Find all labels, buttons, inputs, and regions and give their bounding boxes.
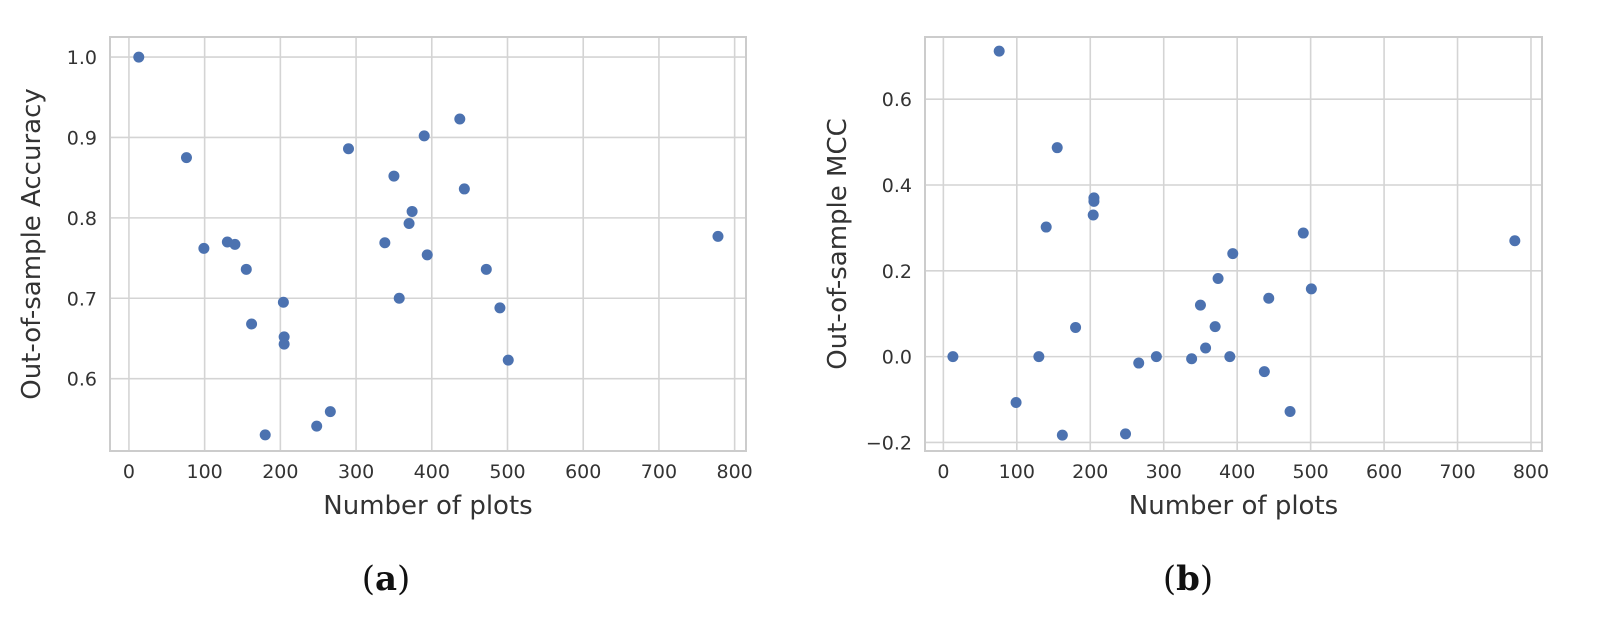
scatter-point <box>240 263 252 275</box>
scatter-point <box>180 152 192 164</box>
panel-caption-letter-a: a <box>375 559 397 599</box>
x-tick-label: 0 <box>937 461 949 483</box>
scatter-point <box>198 242 210 254</box>
x-tick-label: 400 <box>1219 461 1255 483</box>
x-tick-label: 300 <box>338 461 374 483</box>
scatter-point <box>1150 351 1162 363</box>
y-tick-label: 0.8 <box>67 208 97 230</box>
y-tick-labels-a: 0.6 0.7 0.8 0.9 1.0 <box>67 47 97 391</box>
y-tick-label: 0.7 <box>67 288 97 310</box>
x-tick-label: 400 <box>414 461 450 483</box>
scatter-point <box>406 205 418 217</box>
scatter-point <box>418 130 430 142</box>
scatter-point <box>947 351 959 363</box>
scatter-point <box>1120 428 1132 440</box>
scatter-point <box>278 338 290 350</box>
grid-b <box>925 37 1542 451</box>
scatter-point <box>277 296 289 308</box>
x-tick-label: 0 <box>123 461 135 483</box>
y-axis-title-a: Out-of-sample Accuracy <box>17 88 47 400</box>
panel-caption-letter-b: b <box>1176 559 1200 599</box>
scatter-point <box>458 183 470 195</box>
scatter-point <box>480 263 492 275</box>
scatter-point <box>324 406 336 418</box>
scatter-point <box>421 249 433 261</box>
scatter-point <box>133 51 145 63</box>
scatter-point <box>1133 357 1145 369</box>
scatter-point <box>1209 321 1221 333</box>
x-tick-label: 700 <box>1439 461 1475 483</box>
scatter-points-a <box>133 51 724 441</box>
y-tick-label: 0.6 <box>67 369 97 391</box>
x-tick-label: 500 <box>1292 461 1328 483</box>
scatter-point <box>1040 221 1052 233</box>
x-tick-label: 200 <box>1072 461 1108 483</box>
x-tick-label: 100 <box>187 461 223 483</box>
scatter-point <box>502 354 514 366</box>
panel-b: 0 100 200 300 400 500 600 700 800 −0.2 0.0 0.2 0.4 0… <box>823 36 1549 599</box>
plot-frame-a <box>109 36 747 452</box>
scatter-point <box>1010 397 1022 409</box>
x-tick-label: 600 <box>1366 461 1402 483</box>
y-tick-label: 0.2 <box>882 261 912 283</box>
scatter-point <box>388 170 400 182</box>
x-tick-label: 600 <box>565 461 601 483</box>
scatter-point <box>1305 283 1317 295</box>
scatter-point <box>1263 292 1275 304</box>
scatter-point <box>454 113 466 125</box>
scatter-point <box>1051 142 1063 154</box>
scatter-points-b <box>947 45 1521 441</box>
y-axis-title-b: Out-of-sample MCC <box>823 118 853 370</box>
panel-a: 0 100 200 300 400 500 600 700 800 0.6 0.7 0.8 0.9 1.… <box>17 36 753 599</box>
x-tick-label: 200 <box>262 461 298 483</box>
scatter-point <box>1509 235 1521 247</box>
scatter-point <box>1258 366 1270 378</box>
y-tick-labels-b: −0.2 0.0 0.2 0.4 0.6 <box>866 89 912 454</box>
scatter-point <box>1033 351 1045 363</box>
scatter-point <box>393 292 405 304</box>
x-axis-title-a: Number of plots <box>323 491 532 521</box>
x-tick-label: 500 <box>489 461 525 483</box>
scatter-point <box>229 238 241 250</box>
scatter-point <box>1284 406 1296 418</box>
scatter-point <box>1194 299 1206 311</box>
scatter-point <box>343 143 354 155</box>
scatter-point <box>1227 248 1239 260</box>
scatter-point <box>403 218 415 230</box>
x-tick-label: 800 <box>1513 461 1549 483</box>
scatter-point <box>1186 353 1198 365</box>
x-tick-label: 800 <box>717 461 753 483</box>
x-axis-title-b: Number of plots <box>1129 491 1338 521</box>
scatter-point <box>712 230 724 242</box>
y-tick-label: 0.6 <box>882 89 912 111</box>
scatter-point <box>494 302 506 314</box>
plot-frame-b <box>924 36 1543 452</box>
scatter-point <box>1224 351 1236 363</box>
x-tick-label: 300 <box>1146 461 1182 483</box>
x-tick-labels-a: 0 100 200 300 400 500 600 700 800 <box>123 461 753 483</box>
x-tick-label: 700 <box>641 461 677 483</box>
scatter-point <box>1070 321 1082 333</box>
scatter-point <box>1212 273 1224 285</box>
scatter-point <box>1087 209 1099 221</box>
scatter-point <box>311 420 323 432</box>
y-tick-label: 1.0 <box>67 47 97 69</box>
scatter-point <box>246 318 258 330</box>
scatter-point <box>993 45 1005 57</box>
x-tick-labels-b: 0 100 200 300 400 500 600 700 800 <box>937 461 1549 483</box>
panel-caption-b: (b) <box>1163 559 1213 599</box>
y-tick-label: −0.2 <box>866 432 912 454</box>
scatter-point <box>1088 192 1100 204</box>
panel-caption-a: (a) <box>362 559 411 599</box>
scatter-point <box>1297 227 1309 239</box>
scatter-point <box>1200 342 1212 354</box>
x-tick-label: 100 <box>999 461 1035 483</box>
y-tick-label: 0.0 <box>882 347 912 369</box>
scatter-point <box>379 237 391 249</box>
scatter-point <box>259 429 271 441</box>
y-tick-label: 0.4 <box>882 175 912 197</box>
scatter-point <box>1056 429 1068 441</box>
y-tick-label: 0.9 <box>67 127 97 149</box>
